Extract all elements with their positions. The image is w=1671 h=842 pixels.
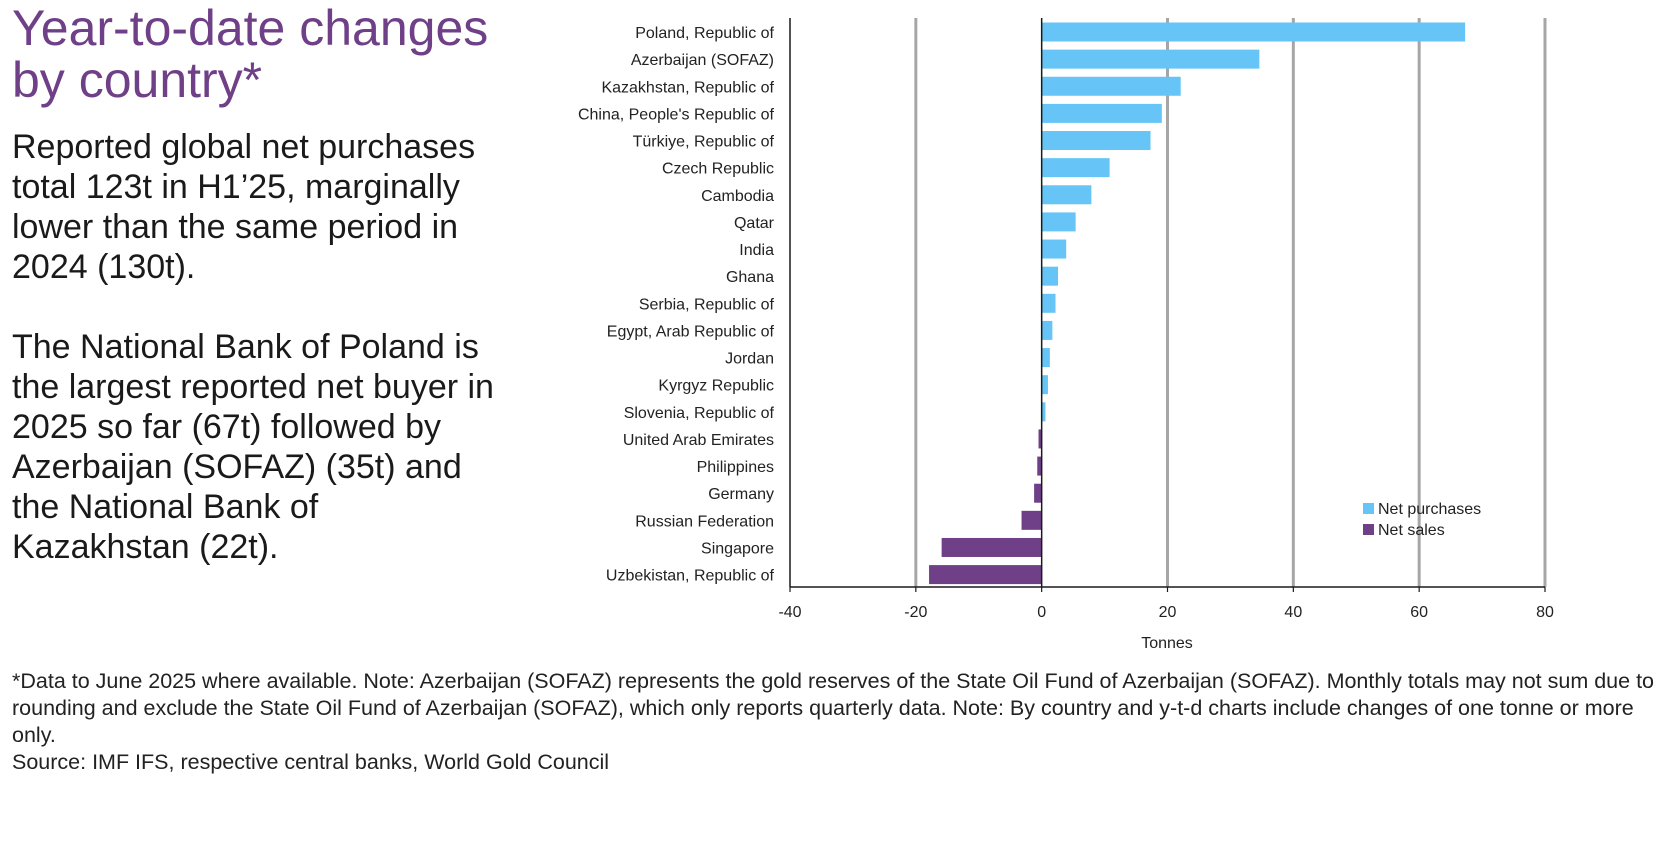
- category-label: Serbia, Republic of: [639, 296, 775, 313]
- tick-label: 20: [1159, 604, 1177, 621]
- bar: [1041, 375, 1048, 395]
- bar: [1038, 429, 1042, 449]
- legend-swatch-net-purchases: [1363, 503, 1374, 514]
- category-labels: Poland, Republic of Azerbaijan (SOFAZ) Kaz…: [578, 25, 775, 585]
- category-label: Poland, Republic of: [635, 25, 774, 42]
- bar: [1041, 76, 1181, 96]
- tick-label: 80: [1536, 604, 1554, 621]
- bars: [929, 22, 1466, 585]
- category-label: United Arab Emirates: [623, 432, 774, 449]
- category-label: Philippines: [697, 459, 774, 476]
- highlight-paragraph: The National Bank of Poland is the large…: [12, 328, 494, 566]
- legend-swatch-net-sales: [1363, 524, 1374, 535]
- bar: [1041, 212, 1076, 232]
- bar: [1041, 49, 1260, 69]
- category-label: Jordan: [725, 351, 774, 368]
- category-label: Uzbekistan, Republic of: [606, 568, 775, 585]
- x-axis-label: Tonnes: [1141, 635, 1193, 652]
- bar: [1041, 293, 1056, 313]
- bar: [1034, 483, 1042, 503]
- legend-label-net-sales: Net sales: [1378, 522, 1445, 539]
- category-label: Czech Republic: [662, 161, 774, 178]
- legend-label-net-purchases: Net purchases: [1378, 501, 1481, 518]
- category-label: China, People's Republic of: [578, 106, 775, 123]
- tick-label: -40: [778, 604, 801, 621]
- tick-label: 0: [1037, 604, 1046, 621]
- bar: [1041, 239, 1067, 259]
- page-title: Year-to-date changes by country*: [12, 0, 489, 108]
- footnote-note: *Data to June 2025 where available. Note…: [12, 669, 1654, 747]
- category-label: Slovenia, Republic of: [624, 405, 775, 422]
- bar: [1041, 348, 1050, 368]
- category-label: Kyrgyz Republic: [658, 378, 774, 395]
- footnote-source: Source: IMF IFS, respective central bank…: [12, 750, 610, 774]
- bar: [1041, 402, 1046, 422]
- category-label: Russian Federation: [635, 513, 774, 530]
- bar: [1037, 456, 1042, 476]
- bar: [1041, 185, 1092, 205]
- category-label: Azerbaijan (SOFAZ): [631, 52, 774, 69]
- category-label: Türkiye, Republic of: [633, 134, 775, 151]
- bar: [1041, 320, 1053, 340]
- category-label: Cambodia: [701, 188, 774, 205]
- tick-label: -20: [904, 604, 927, 621]
- bar: [1041, 266, 1059, 286]
- bar: [1021, 510, 1042, 530]
- category-label: India: [739, 242, 774, 259]
- category-label: Qatar: [734, 215, 775, 232]
- tick-label: 40: [1284, 604, 1302, 621]
- bar: [941, 537, 1042, 557]
- summary-paragraph: Reported global net purchases total 123t…: [12, 128, 476, 286]
- axes: [789, 18, 1546, 592]
- gridlines: [914, 18, 1547, 587]
- bar: [1041, 22, 1466, 42]
- legend: Net purchases Net sales: [1363, 501, 1481, 539]
- category-label: Germany: [708, 486, 774, 503]
- bar: [1041, 103, 1162, 123]
- category-label: Singapore: [701, 540, 774, 557]
- tick-labels: -40 -20 0 20 40 60 80: [778, 604, 1554, 621]
- footnote: *Data to June 2025 where available. Note…: [12, 668, 1657, 776]
- category-label: Ghana: [726, 269, 774, 286]
- tick-label: 60: [1410, 604, 1428, 621]
- country-bar-chart: Poland, Republic of Azerbaijan (SOFAZ) Kaz…: [578, 18, 1554, 652]
- category-label: Kazakhstan, Republic of: [601, 79, 774, 96]
- bar: [929, 565, 1042, 585]
- category-label: Egypt, Arab Republic of: [607, 323, 775, 340]
- bar: [1041, 158, 1110, 178]
- bar: [1041, 131, 1151, 151]
